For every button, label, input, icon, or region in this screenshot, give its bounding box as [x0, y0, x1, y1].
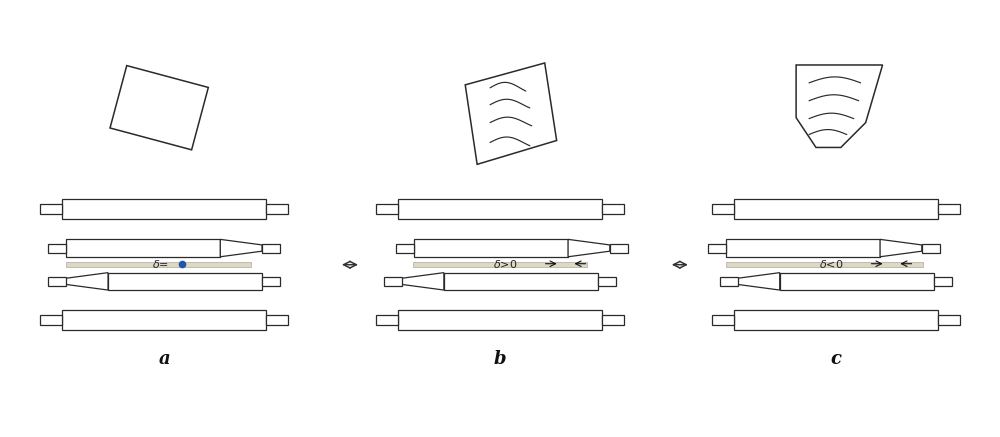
Bar — [726, 262, 923, 267]
Bar — [266, 204, 288, 214]
Bar — [48, 243, 66, 253]
Polygon shape — [880, 239, 922, 257]
Polygon shape — [66, 273, 108, 290]
Bar — [66, 239, 220, 257]
Bar — [712, 204, 734, 214]
Bar — [598, 277, 616, 286]
Bar — [938, 316, 960, 325]
Bar — [602, 204, 624, 214]
Bar — [414, 239, 568, 257]
Polygon shape — [465, 63, 557, 164]
Bar — [62, 310, 266, 330]
Bar — [398, 310, 602, 330]
Bar — [720, 277, 738, 286]
Text: $\delta$<0: $\delta$<0 — [819, 258, 843, 270]
Bar — [708, 243, 726, 253]
Polygon shape — [568, 239, 610, 257]
Bar — [734, 199, 938, 219]
Polygon shape — [402, 273, 444, 290]
Bar — [40, 316, 62, 325]
Bar — [62, 199, 266, 219]
Bar — [66, 262, 251, 267]
Bar — [396, 243, 414, 253]
Bar — [376, 316, 398, 325]
Bar — [262, 277, 280, 286]
Text: c: c — [830, 350, 841, 368]
Polygon shape — [796, 65, 883, 147]
Bar — [938, 204, 960, 214]
Bar — [610, 243, 628, 253]
Bar — [712, 316, 734, 325]
Bar — [444, 273, 598, 290]
Bar — [780, 273, 934, 290]
Bar — [726, 239, 880, 257]
Bar — [262, 243, 280, 253]
Bar — [922, 243, 940, 253]
Text: b: b — [494, 350, 506, 368]
Polygon shape — [220, 239, 262, 257]
Bar — [934, 277, 952, 286]
Bar — [40, 204, 62, 214]
Bar — [48, 277, 66, 286]
Bar — [266, 316, 288, 325]
Bar — [602, 316, 624, 325]
Bar — [734, 310, 938, 330]
Bar — [398, 199, 602, 219]
Text: $\delta$>0: $\delta$>0 — [493, 258, 517, 270]
Polygon shape — [110, 66, 208, 150]
Text: $\delta$=: $\delta$= — [152, 258, 169, 270]
Polygon shape — [738, 273, 780, 290]
Bar — [376, 204, 398, 214]
Bar — [108, 273, 262, 290]
Text: a: a — [158, 350, 170, 368]
Bar — [384, 277, 402, 286]
Bar — [413, 262, 587, 267]
